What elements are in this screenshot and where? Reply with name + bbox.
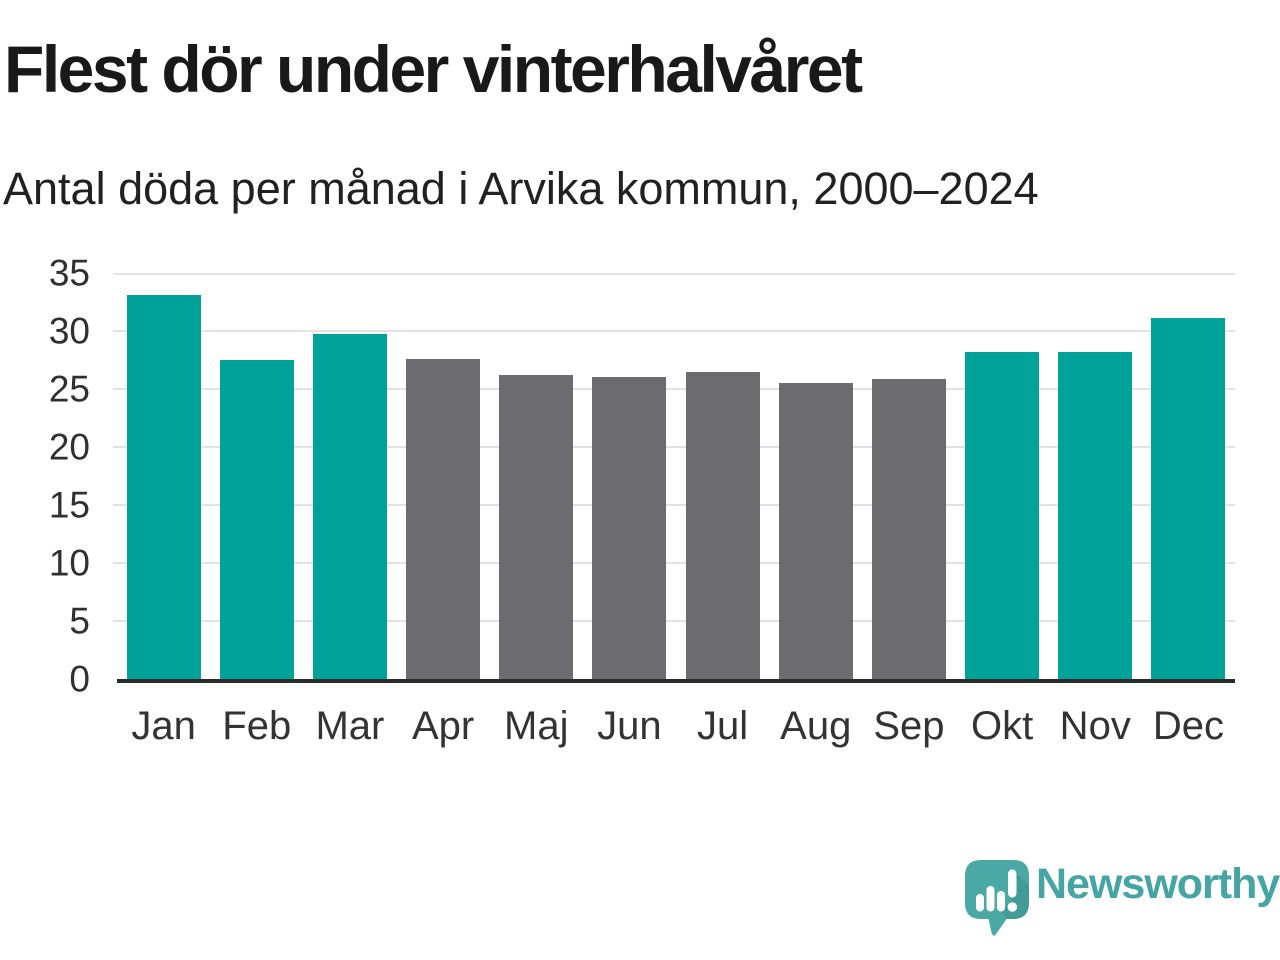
gridline-15 [113, 504, 1235, 506]
logo-exclamation-bar [1008, 869, 1017, 898]
brand-footer: Newsworthy [962, 856, 1280, 940]
y-tick-label-30: 30 [48, 310, 90, 352]
logo-bar-1 [976, 894, 984, 912]
bar-dec [1151, 318, 1226, 679]
x-tick-label-okt: Okt [970, 704, 1034, 748]
bar-jun [592, 377, 667, 679]
bar-apr [406, 358, 481, 679]
x-tick-label-apr: Apr [411, 704, 475, 748]
x-tick-label-dec: Dec [1152, 704, 1224, 748]
gridline-35 [113, 273, 1235, 275]
logo-exclamation-dot [1007, 902, 1018, 912]
bar-okt [965, 351, 1040, 679]
x-tick-label-jul: Jul [697, 704, 749, 748]
chart-subtitle: Antal döda per månad i Arvika kommun, 20… [3, 163, 1039, 214]
bar-jul [685, 371, 760, 679]
gridline-30 [113, 330, 1235, 332]
newsworthy-logo-icon [965, 860, 1029, 936]
bar-feb [219, 360, 294, 679]
gridline-25 [113, 388, 1235, 390]
y-tick-label-15: 15 [48, 484, 90, 526]
y-axis-tick-labels: 0 5 10 15 20 25 30 35 [0, 0, 90, 760]
y-tick-label-35: 35 [48, 252, 90, 294]
y-tick-label-0: 0 [69, 658, 90, 700]
bar-nov [1058, 351, 1133, 679]
x-tick-label-nov: Nov [1059, 704, 1131, 748]
x-tick-label-feb: Feb [222, 704, 292, 748]
x-tick-label-aug: Aug [780, 704, 852, 748]
x-tick-label-jun: Jun [597, 704, 662, 748]
x-tick-label-maj: Maj [504, 704, 569, 748]
chart-title: Flest dör under vinterhalvåret [4, 32, 863, 106]
y-tick-label-20: 20 [48, 426, 90, 468]
y-tick-label-5: 5 [69, 600, 90, 642]
bar-aug [778, 383, 853, 679]
y-tick-label-10: 10 [48, 542, 90, 584]
gridline-5 [113, 620, 1235, 622]
bar-maj [499, 375, 574, 679]
x-tick-label-sep: Sep [873, 704, 945, 748]
plot-area [113, 273, 1235, 683]
bar-sep [871, 378, 946, 679]
y-tick-label-25: 25 [48, 368, 90, 410]
logo-bar-3 [997, 891, 1005, 912]
logo-bar-2 [986, 886, 995, 912]
bar-jan [126, 295, 201, 679]
brand-name: Newsworthy [1036, 860, 1280, 908]
x-axis-tick-labels: Jan Feb Mar Apr Maj Jun Jul Aug Sep Okt Nov Dec [117, 706, 1235, 754]
bar-mar [312, 334, 387, 679]
x-tick-label-mar: Mar [315, 704, 385, 748]
x-tick-label-jan: Jan [131, 704, 196, 748]
gridline-20 [113, 446, 1235, 448]
gridline-10 [113, 562, 1235, 564]
